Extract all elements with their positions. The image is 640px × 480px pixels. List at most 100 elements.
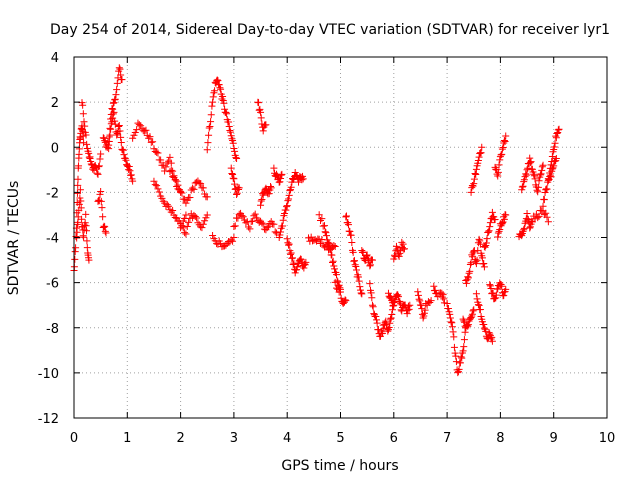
data-point [537,170,545,178]
data-point [74,175,82,183]
data-point [183,222,191,230]
data-point [154,185,162,193]
data-point [231,147,239,155]
data-point [494,229,502,237]
data-point [277,228,285,236]
data-point [348,239,356,247]
data-point [498,282,506,290]
data-point [258,196,266,204]
y-tick-label: -8 [46,322,59,337]
data-point [539,161,547,169]
data-point [223,110,231,118]
data-point [351,261,359,269]
data-point [322,229,330,237]
data-point [451,349,459,357]
data-point [267,184,275,192]
data-point [405,305,413,313]
data-point [500,291,508,299]
data-point [96,155,104,163]
data-point [331,278,339,286]
data-point [347,231,355,239]
data-point [394,293,402,301]
data-point [221,105,229,113]
data-point [102,229,110,237]
y-tick-label: -2 [46,186,59,201]
data-point [368,294,376,302]
data-point [225,123,233,131]
data-point [249,217,257,225]
data-point [323,232,331,240]
data-point [285,195,293,203]
data-point [86,153,94,161]
data-point [450,333,458,341]
data-point [85,149,93,157]
data-point [398,238,406,246]
data-point [487,284,495,292]
data-point [121,154,129,162]
data-point [278,170,286,178]
data-point [434,293,442,301]
data-point [394,251,402,259]
data-point [293,263,301,271]
data-point [464,322,472,330]
data-point [502,285,510,293]
data-point [349,248,357,256]
data-point [454,369,462,377]
data-point [355,277,363,285]
data-point [83,140,91,148]
data-point [530,170,538,178]
data-point [324,238,332,246]
data-point [76,194,84,202]
data-point [80,139,88,147]
data-point [259,220,267,228]
data-point [554,126,562,134]
data-point [285,240,293,248]
data-point [207,118,215,126]
data-point [352,266,360,274]
data-point [448,323,456,331]
data-point [162,163,170,171]
data-point [229,171,237,179]
data-point [416,297,424,305]
y-tick-label: 0 [51,141,59,156]
data-point [81,122,89,130]
data-point [220,99,228,107]
data-point [446,314,454,322]
data-point [350,257,358,265]
data-point [133,126,141,134]
data-point [472,290,480,298]
data-point [97,197,105,205]
data-point [171,214,179,222]
data-point [99,213,107,221]
data-point [209,232,217,240]
data-point [486,223,494,231]
data-point [464,273,472,281]
data-point [167,166,175,174]
data-point [325,239,333,247]
data-point [481,243,489,251]
data-point [472,170,480,178]
y-tick-label: -6 [46,277,59,292]
data-point [522,170,530,178]
data-point [499,144,507,152]
data-point [369,303,377,311]
data-point [460,336,468,344]
data-point [552,155,560,163]
data-point [328,251,336,259]
data-point [367,289,375,297]
data-point [289,254,297,262]
data-point [389,302,397,310]
data-point [97,150,105,158]
data-point [552,134,560,142]
data-point [225,118,233,126]
data-point [452,352,460,360]
data-point [337,294,345,302]
data-point [463,276,471,284]
data-point [259,127,267,135]
data-point [421,306,429,314]
data-point [373,319,381,327]
data-point [502,132,510,140]
data-point [535,177,543,185]
data-point [301,260,309,268]
